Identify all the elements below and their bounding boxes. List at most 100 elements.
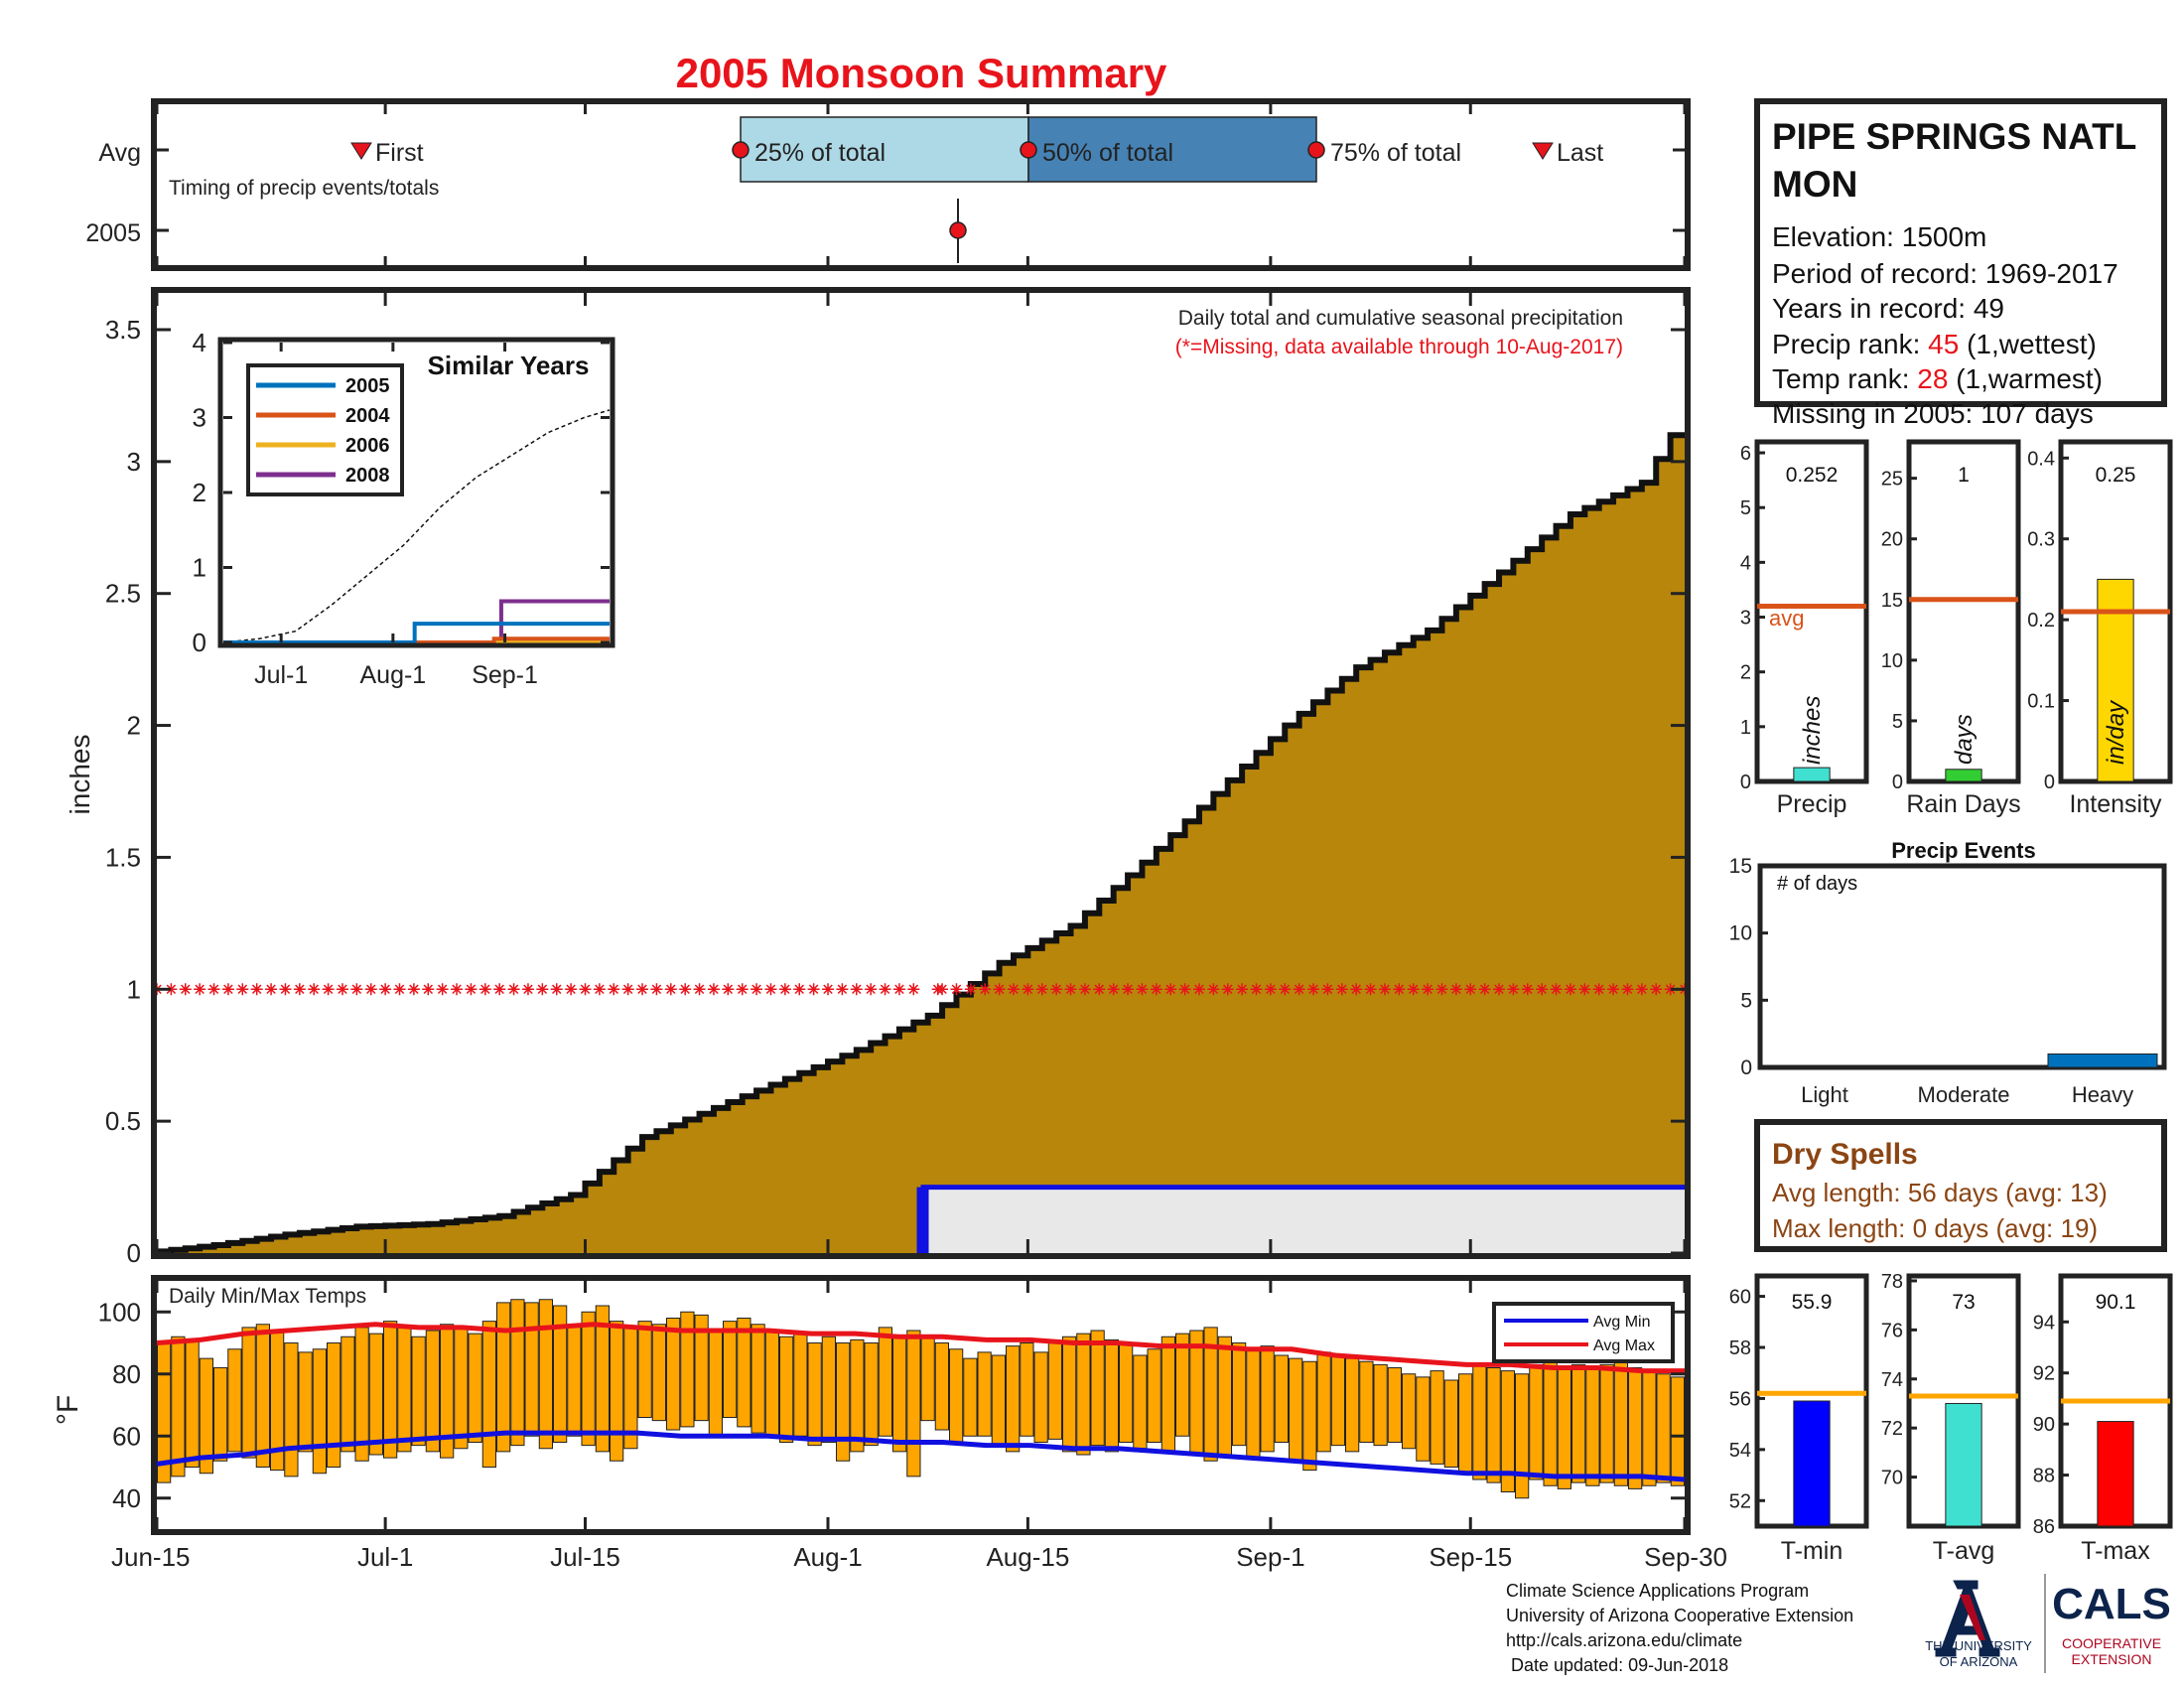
main-y-tick-label: 2 — [127, 711, 141, 741]
tavg-panel-bar — [1945, 1402, 1982, 1527]
intensity-panel-tick-label: 0 — [2044, 772, 2055, 793]
temp-legend — [1492, 1302, 1675, 1363]
footer-line1: Climate Science Applications Program — [1506, 1581, 1809, 1601]
daily-temp-bar — [1260, 1345, 1275, 1453]
inset-legend-label: 2005 — [345, 375, 390, 397]
dry-spells-frame — [1754, 1119, 2167, 1252]
cumulative-line — [154, 432, 1685, 1255]
temp-panel-label: Daily Min/Max Temps — [169, 1285, 366, 1308]
dry-spells-box: Dry Spells Avg length: 56 days (avg: 13)… — [1754, 1119, 2167, 1252]
daily-temp-bar — [327, 1342, 341, 1468]
missing-star — [621, 983, 634, 996]
inset-series-2005 — [223, 622, 610, 644]
cumulative-area — [157, 435, 1685, 1253]
daily-temp-bar — [1402, 1373, 1417, 1450]
precip-bar-unit: inches — [1799, 696, 1826, 765]
main-y-tick-label: 2.5 — [105, 579, 141, 609]
daily-temp-bar — [1020, 1342, 1034, 1437]
inset-y-tick-label: 0 — [193, 628, 206, 657]
year-marker-icon — [949, 221, 967, 239]
daily-temp-bar — [779, 1336, 794, 1443]
rain-days-panel-tick-label: 25 — [1881, 469, 1903, 491]
first-label: First — [375, 139, 424, 167]
main-y-tick-label: 0 — [127, 1238, 141, 1268]
tmin-panel-tick-label: 60 — [1729, 1287, 1751, 1309]
inset-x-tick-label: Aug-1 — [360, 661, 427, 689]
missing-star — [436, 983, 449, 996]
last-marker-icon — [1532, 142, 1554, 160]
missing-star — [1150, 983, 1162, 996]
inset-legend-label: 2004 — [345, 405, 390, 427]
daily-temp-bar — [651, 1324, 666, 1422]
missing-star — [165, 983, 178, 996]
missing-star — [1107, 983, 1120, 996]
rain-days-bar-value: 1 — [1958, 464, 1970, 487]
daily-temp-bar — [977, 1351, 992, 1437]
precip-panel-tick-label: 3 — [1740, 608, 1751, 630]
missing-star — [1078, 983, 1091, 996]
inset-x-tick-label: Jul-1 — [254, 661, 308, 689]
university-of-arizona-logo-icon: THE UNIVERSITY OF ARIZONA — [1925, 1580, 2032, 1669]
daily-temp-bar — [1033, 1351, 1048, 1443]
missing-star — [736, 983, 749, 996]
missing-star — [1164, 983, 1177, 996]
missing-star — [465, 983, 478, 996]
daily-temp-bar — [255, 1324, 270, 1468]
q50-label: 50% of total — [1042, 139, 1173, 167]
daily-temp-bar — [1613, 1360, 1628, 1486]
temp-y-tick-label: 40 — [112, 1483, 141, 1513]
q50-q75-box — [1027, 116, 1317, 183]
daily-temp-bar — [284, 1342, 299, 1477]
daily-temp-bar — [1515, 1373, 1530, 1499]
footer: Climate Science Applications Program Uni… — [1506, 1574, 2171, 1675]
missing-star — [1422, 983, 1434, 996]
footer-line2: University of Arizona Cooperative Extens… — [1506, 1606, 1853, 1625]
inset-y-tick-label: 3 — [193, 403, 206, 433]
missing-star — [1136, 983, 1149, 996]
precip-panel-tick-label: 4 — [1740, 552, 1751, 574]
daily-temp-bar — [1104, 1338, 1119, 1453]
daily-temp-bar — [368, 1333, 383, 1456]
daily-temp-bar — [1543, 1360, 1558, 1486]
daily-temp-bar — [1486, 1367, 1501, 1483]
daily-temp-bar — [1302, 1360, 1317, 1472]
inset-title: Similar Years — [428, 351, 590, 380]
precip-events-panel: Precip Events 0 5 10 15 Light Moderate Heavy #… — [1729, 838, 2167, 1107]
daily-temp-bar — [1047, 1342, 1062, 1440]
rain-days-panel-tick-label: 15 — [1881, 590, 1903, 612]
footer-line3: http://cals.arizona.edu/climate — [1506, 1630, 1742, 1650]
missing-star — [1650, 983, 1663, 996]
missing-star — [1279, 983, 1292, 996]
missing-star — [1293, 983, 1305, 996]
cals-logo-line2: EXTENSION — [2072, 1651, 2152, 1667]
tmin-panel-tick-label: 52 — [1729, 1490, 1751, 1512]
missing-star — [478, 983, 491, 996]
rain-days-panel-tick-label: 20 — [1881, 529, 1903, 551]
timing-row-year: 2005 — [85, 219, 141, 247]
missing-star — [1335, 983, 1348, 996]
missing-star — [836, 983, 849, 996]
events-y-tick-label: 0 — [1740, 1056, 1752, 1079]
missing-star — [1635, 983, 1648, 996]
rain-days-panel-frame — [1906, 439, 2021, 784]
daily-temp-bar — [397, 1327, 412, 1453]
daily-temp-bar — [623, 1327, 638, 1450]
daily-temp-bar — [836, 1342, 851, 1462]
tmax-value: 90.1 — [2096, 1291, 2136, 1314]
daily-temp-bar — [1557, 1367, 1571, 1489]
tavg-panel-tick-label: 74 — [1881, 1369, 1903, 1391]
missing-star — [236, 983, 249, 996]
events-y-tick-label: 10 — [1729, 922, 1752, 945]
missing-star — [407, 983, 420, 996]
events-frame — [1757, 863, 2167, 1070]
main-y-tick-label: 1.5 — [105, 842, 141, 872]
daily-temp-bar — [440, 1324, 455, 1459]
missing-star — [279, 983, 292, 996]
tavg-value: 73 — [1952, 1291, 1975, 1314]
daily-temp-bar — [1628, 1367, 1643, 1489]
x-tick-label: Jul-1 — [357, 1542, 413, 1572]
x-tick-label: Sep-1 — [1236, 1542, 1304, 1572]
intensity-panel-tick-label: 0.1 — [2027, 691, 2055, 713]
missing-star — [807, 983, 820, 996]
